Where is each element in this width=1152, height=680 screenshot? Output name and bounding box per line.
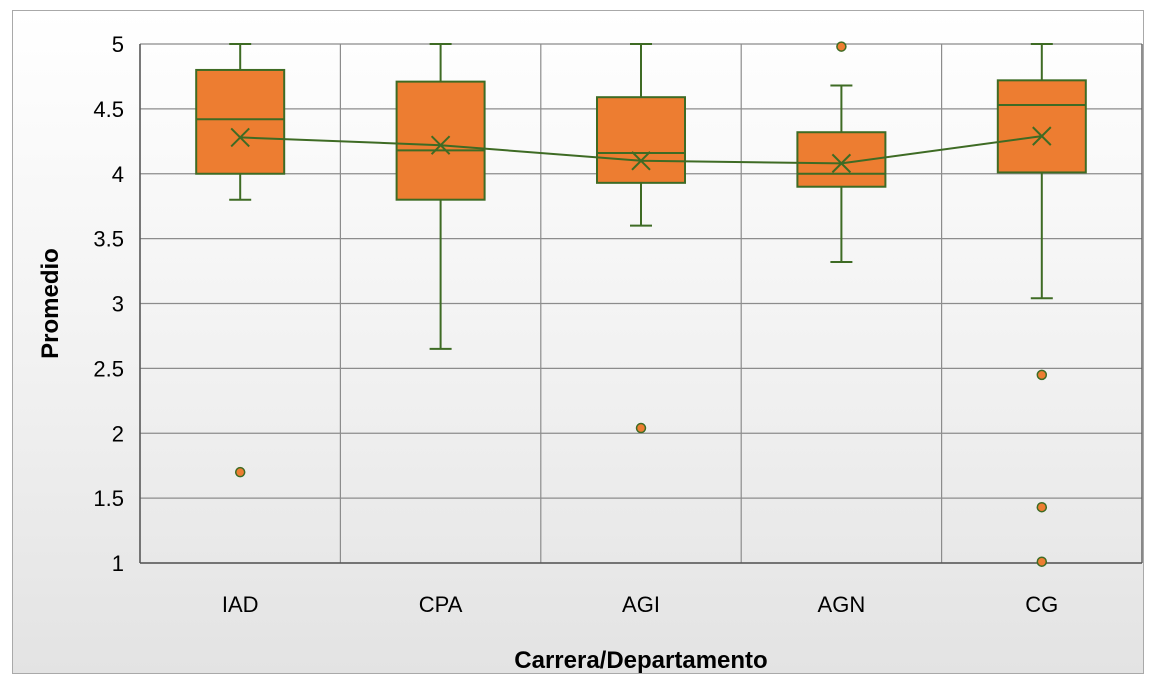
- x-tick-label: CG: [1025, 592, 1058, 617]
- x-tick-label: AGI: [622, 592, 660, 617]
- y-tick-label: 2: [112, 421, 124, 446]
- iqr-box: [195, 68, 286, 175]
- x-tick-label: IAD: [222, 592, 259, 617]
- mean-marker-stroke: [631, 151, 651, 171]
- mean-marker: [230, 127, 250, 148]
- x-tick-label: AGN: [818, 592, 866, 617]
- x-axis-title: Carrera/Departamento: [514, 647, 767, 674]
- mean-marker-stroke: [831, 153, 852, 174]
- x-tick-label: CPA: [419, 592, 463, 617]
- y-tick-label: 1: [112, 551, 124, 576]
- y-tick-label: 2.5: [93, 356, 124, 381]
- outlier-point: [1036, 501, 1048, 513]
- box-cg: [996, 43, 1087, 567]
- y-tick-label: 4: [112, 162, 124, 187]
- iqr-box: [996, 79, 1087, 174]
- outlier-point: [1036, 556, 1048, 567]
- mean-marker: [430, 135, 451, 155]
- mean-marker: [1032, 126, 1052, 146]
- mean-marker: [631, 151, 651, 171]
- y-tick-label: 1.5: [93, 486, 124, 511]
- outlier-point: [1036, 369, 1048, 381]
- outlier-point: [635, 422, 647, 434]
- y-tick-label: 3: [112, 292, 124, 317]
- box-cpa: [395, 43, 486, 350]
- box-iad: [195, 43, 286, 478]
- iqr-box: [395, 80, 486, 201]
- mean-marker: [831, 153, 852, 174]
- box-agi: [596, 43, 686, 434]
- y-tick-label: 3.5: [93, 227, 124, 252]
- mean-marker-stroke: [1032, 126, 1052, 146]
- box-agn: [796, 41, 887, 263]
- y-axis-title: Promedio: [37, 248, 64, 359]
- iqr-box: [596, 96, 686, 184]
- outlier-point: [234, 466, 246, 478]
- mean-marker-stroke: [230, 127, 250, 148]
- mean-marker-stroke: [430, 135, 451, 155]
- outlier-point: [836, 41, 847, 52]
- y-tick-label: 5: [112, 32, 124, 57]
- y-tick-label: 4.5: [93, 97, 124, 122]
